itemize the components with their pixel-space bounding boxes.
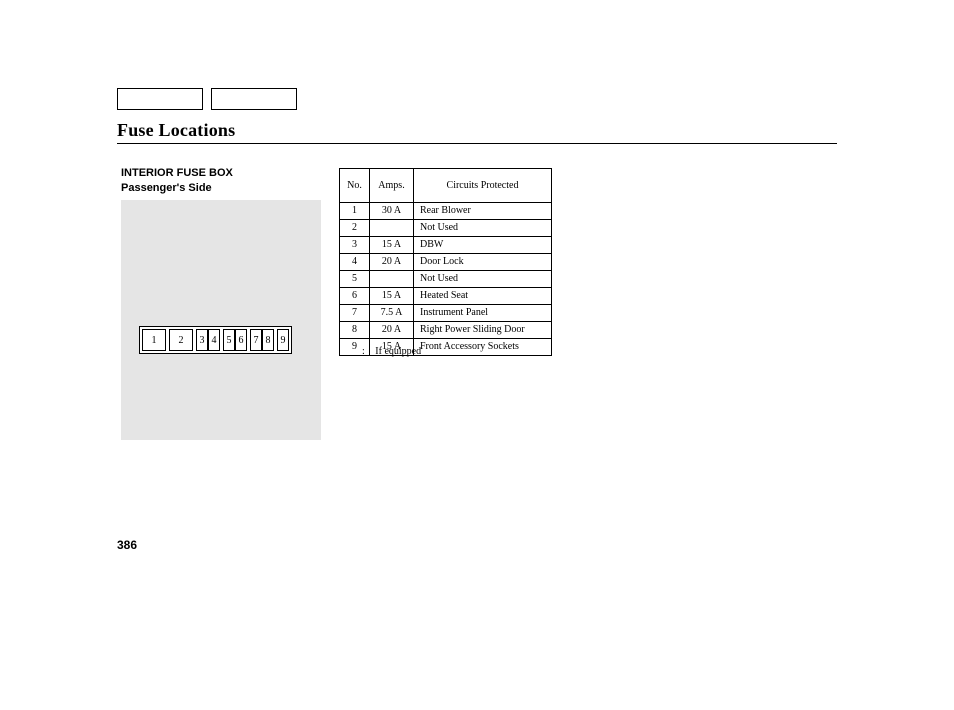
title-block: Fuse Locations [117,120,837,144]
table-row: 7 7.5 A Instrument Panel [340,305,552,322]
fuse-slot-8: 8 [262,329,274,351]
table-row: 3 15 A DBW [340,237,552,254]
fuse-slot-7: 7 [250,329,262,351]
fuse-slot-1: 1 [142,329,166,351]
table-row: 6 15 A Heated Seat [340,288,552,305]
subheading-1: INTERIOR FUSE BOX [121,166,233,181]
cell-no: 5 [340,271,370,288]
top-tabs [117,88,297,110]
cell-circ: Rear Blower [414,203,552,220]
fuse-table: No. Amps. Circuits Protected 1 30 A Rear… [339,168,552,356]
col-header-circuit: Circuits Protected [414,169,552,203]
fuse-slot-6: 6 [235,329,247,351]
footnote-marker: : [362,346,365,357]
table-row: 2 Not Used [340,220,552,237]
cell-no: 8 [340,322,370,339]
fuse-slot-5: 5 [223,329,235,351]
cell-amps [370,220,414,237]
col-header-amps: Amps. [370,169,414,203]
footnote-text: If equipped [375,346,421,357]
cell-circ: Right Power Sliding Door [414,322,552,339]
cell-circ: Instrument Panel [414,305,552,322]
table-header-row: No. Amps. Circuits Protected [340,169,552,203]
cell-amps [370,271,414,288]
cell-amps: 15 A [370,288,414,305]
cell-circ: Front Accessory Sockets [414,339,552,356]
subheading-2: Passenger's Side [121,181,233,196]
page: Fuse Locations INTERIOR FUSE BOX Passeng… [0,0,954,710]
col-header-no: No. [340,169,370,203]
fuse-slot-2: 2 [169,329,193,351]
cell-amps: 20 A [370,254,414,271]
cell-no: 6 [340,288,370,305]
cell-circ: Not Used [414,220,552,237]
cell-no: 1 [340,203,370,220]
fuse-slot-9: 9 [277,329,289,351]
table-row: 5 Not Used [340,271,552,288]
fuse-slot-3: 3 [196,329,208,351]
tab-placeholder-2 [211,88,297,110]
cell-no: 3 [340,237,370,254]
cell-no: 7 [340,305,370,322]
cell-circ: DBW [414,237,552,254]
cell-circ: Not Used [414,271,552,288]
footnote: : If equipped [362,346,421,357]
page-number: 386 [117,538,137,552]
cell-amps: 20 A [370,322,414,339]
tab-placeholder-1 [117,88,203,110]
table-row: 1 30 A Rear Blower [340,203,552,220]
cell-amps: 30 A [370,203,414,220]
cell-circ: Door Lock [414,254,552,271]
cell-no: 2 [340,220,370,237]
page-title: Fuse Locations [117,120,837,144]
fuse-slot-4: 4 [208,329,220,351]
cell-no: 4 [340,254,370,271]
cell-amps: 7.5 A [370,305,414,322]
cell-amps: 15 A [370,237,414,254]
fuse-diagram: 1 2 3 4 5 6 7 8 9 [121,200,321,440]
cell-circ: Heated Seat [414,288,552,305]
subheadings: INTERIOR FUSE BOX Passenger's Side [121,166,233,196]
table-row: 8 20 A Right Power Sliding Door [340,322,552,339]
table-body: 1 30 A Rear Blower 2 Not Used 3 15 A DBW… [340,203,552,356]
table-row: 4 20 A Door Lock [340,254,552,271]
fuse-row: 1 2 3 4 5 6 7 8 9 [139,326,292,354]
